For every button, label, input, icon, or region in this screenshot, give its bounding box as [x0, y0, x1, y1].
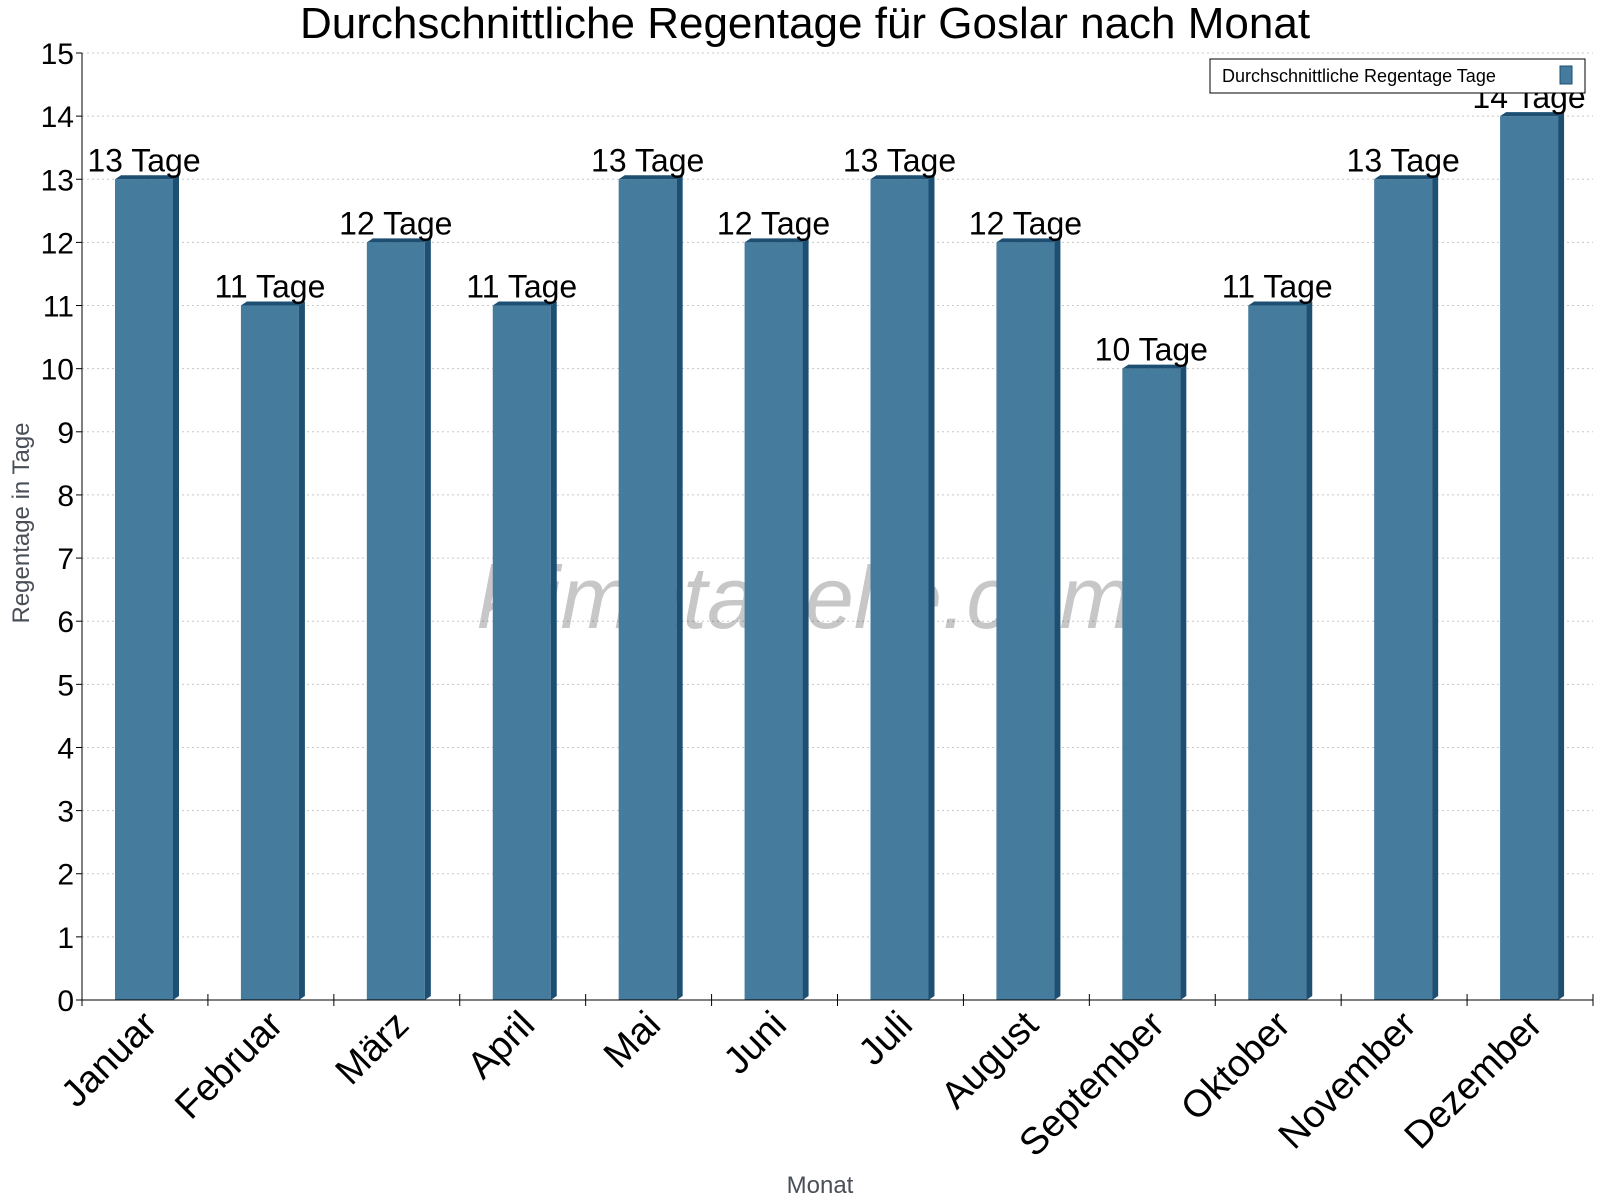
y-tick-label: 5 — [57, 669, 74, 702]
y-tick-label: 13 — [41, 164, 74, 197]
bar-side — [1558, 112, 1565, 1001]
y-tick-label: 6 — [57, 606, 74, 639]
bar-top — [744, 238, 809, 243]
bar-top — [492, 301, 557, 306]
gridlines — [82, 52, 1593, 938]
bar-side — [1306, 301, 1313, 1000]
data-label: 11 Tage — [466, 269, 577, 305]
bar-top — [870, 175, 935, 180]
bar-juli — [870, 175, 935, 1000]
bar-side — [1180, 364, 1187, 1001]
bar-februar — [240, 301, 305, 1000]
data-label: 12 Tage — [717, 205, 830, 241]
bar-juni — [744, 238, 809, 1000]
bar-front — [870, 179, 929, 1000]
bar-side — [676, 175, 683, 1000]
data-label: 12 Tage — [969, 205, 1082, 241]
bar-front — [240, 305, 299, 1000]
bar-front — [1248, 305, 1307, 1000]
bar-top — [115, 175, 179, 180]
y-tick-label: 8 — [57, 480, 74, 513]
bar-front — [1374, 179, 1433, 1000]
y-tick-label: 9 — [57, 417, 74, 450]
bar-top — [996, 238, 1061, 243]
data-label: 10 Tage — [1095, 332, 1208, 368]
bar-side — [802, 238, 809, 1000]
y-tick-label: 11 — [43, 291, 74, 324]
bar-front — [1122, 368, 1181, 1001]
bar-front — [492, 305, 551, 1000]
y-tick-label: 10 — [41, 354, 74, 387]
axes — [76, 52, 1594, 1006]
bar-front — [1500, 116, 1559, 1001]
y-tick-label: 1 — [57, 922, 74, 955]
bar-dezember — [1500, 112, 1565, 1001]
x-axis-label: Monat — [787, 1172, 854, 1199]
data-labels: 13 Tage 11 Tage 12 Tage 11 Tage 13 Tage 12 Ta… — [87, 79, 1585, 368]
chart-title: Durchschnittliche Regentage für Goslar n… — [300, 0, 1310, 48]
bar-front — [744, 242, 803, 1000]
y-axis-label: Regentage in Tage — [8, 422, 35, 623]
bar-september — [1122, 364, 1187, 1001]
bar-top — [1122, 364, 1187, 369]
bar-side — [928, 175, 935, 1000]
bar-front — [618, 179, 677, 1000]
bar-front — [115, 179, 173, 1000]
bar-november — [1374, 175, 1439, 1000]
legend: Durchschnittliche Regentage Tage — [1209, 58, 1586, 94]
data-label: 11 Tage — [214, 269, 325, 305]
bar-august — [996, 238, 1061, 1000]
y-tick-label: 2 — [57, 859, 74, 892]
bar-front — [366, 242, 425, 1000]
y-tick-label: 7 — [57, 543, 74, 576]
y-tick-label: 12 — [41, 227, 74, 260]
y-tick-label: 0 — [57, 985, 74, 1018]
bar-side — [298, 301, 305, 1000]
bar-top — [1500, 112, 1565, 117]
bar-oktober — [1248, 301, 1313, 1000]
y-tick-label: 4 — [57, 732, 74, 765]
y-tick-label: 15 — [41, 38, 74, 71]
data-label: 13 Tage — [843, 142, 956, 178]
legend-label: Durchschnittliche Regentage Tage — [1222, 66, 1496, 86]
data-label: 13 Tage — [591, 142, 704, 178]
bar-januar — [115, 175, 179, 1000]
y-tick-label: 3 — [57, 796, 74, 829]
bar-side — [1432, 175, 1439, 1000]
bar-top — [618, 175, 683, 180]
bar-side — [424, 238, 431, 1000]
bar-side — [173, 175, 179, 1000]
legend-box — [1209, 58, 1586, 94]
y-tick-label: 14 — [41, 101, 74, 134]
bar-top — [366, 238, 431, 243]
bar-april — [492, 301, 557, 1000]
bar-side — [1054, 238, 1061, 1000]
data-label: 12 Tage — [339, 205, 452, 241]
bar-top — [240, 301, 305, 306]
bar-mai — [618, 175, 683, 1000]
data-label: 13 Tage — [1347, 142, 1460, 178]
legend-swatch — [1559, 65, 1573, 85]
bar-top — [1248, 301, 1313, 306]
bar-top — [1374, 175, 1439, 180]
bar-side — [550, 301, 557, 1000]
bar-front — [996, 242, 1055, 1000]
bar-märz — [366, 238, 431, 1000]
data-label: 13 Tage — [87, 142, 200, 178]
bars — [115, 112, 1565, 1001]
data-label: 11 Tage — [1222, 269, 1333, 305]
